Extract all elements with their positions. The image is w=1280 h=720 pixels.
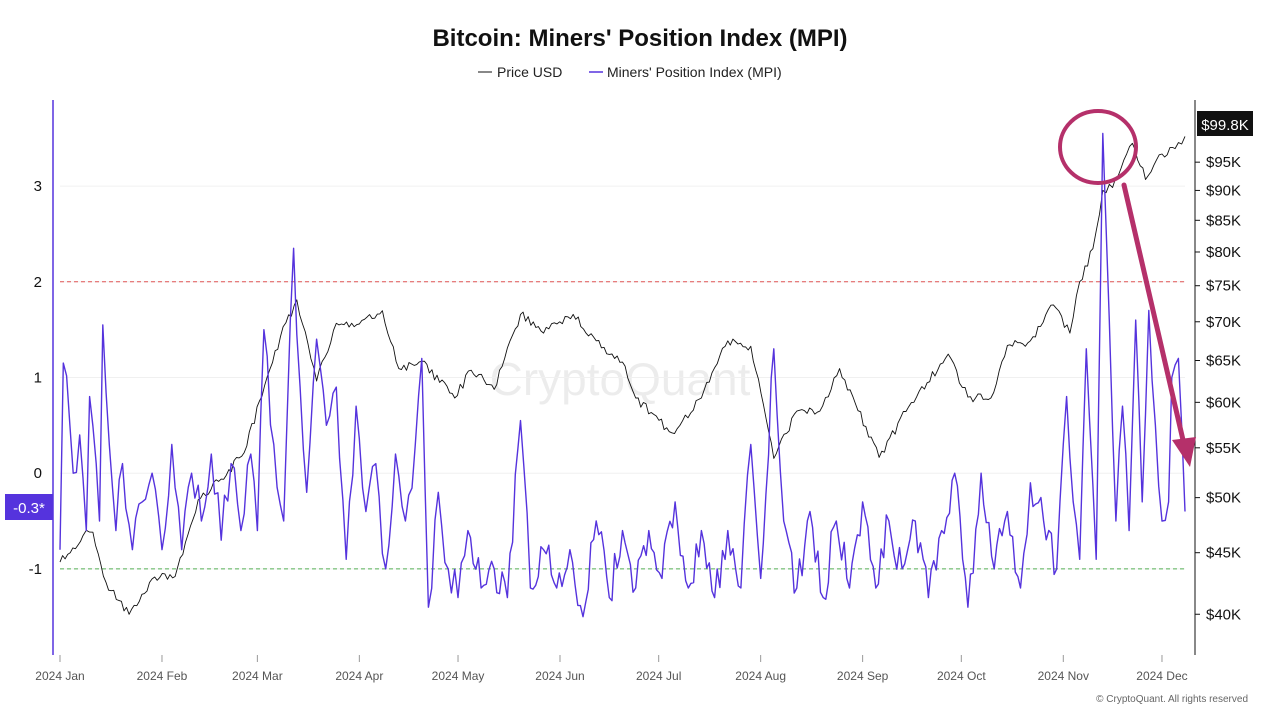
left-tick-label: 2 [34,274,42,291]
price-last-value-text: $99.8K [1201,117,1249,134]
price-usd-line [59,136,1186,615]
left-tick-label: -1 [29,561,42,578]
legend[interactable]: Price USD Miners' Position Index (MPI) [478,64,782,80]
watermark: CryptoQuant [490,353,751,405]
x-tick-label: 2024 Sep [837,669,889,683]
x-tick-label: 2024 Nov [1038,669,1089,683]
series-layer [59,132,1186,618]
right-tick-label: $75K [1206,278,1241,295]
mpi-last-value-tag: -0.3* [5,494,53,520]
left-tick-label: 0 [34,465,42,482]
x-tick-label: 2024 Feb [137,669,188,683]
mpi-line [59,132,1186,618]
left-axis-ticks: -1 0 1 2 3 [29,178,42,578]
right-tick-label: $70K [1206,314,1241,331]
reference-lines [60,281,1185,570]
right-tick-label: $60K [1206,394,1241,411]
x-tick-label: 2024 Jul [636,669,681,683]
right-tick-label: $80K [1206,244,1241,261]
right-tick-label: $90K [1206,182,1241,199]
x-tick-label: 2024 Jan [35,669,84,683]
grid [60,185,1185,570]
footer-copyright: © CryptoQuant. All rights reserved [1096,694,1248,705]
x-tick-label: 2024 Oct [937,669,986,683]
right-axis-ticks: $40K $45K $50K $55K $60K $65K $70K $75K $80K $85K… [1195,154,1241,623]
legend-price-label: Price USD [497,64,562,80]
right-tick-label: $55K [1206,440,1241,457]
legend-mpi-label: Miners' Position Index (MPI) [607,64,782,80]
left-tick-label: 3 [34,178,42,195]
price-last-value-tag: $99.8K [1197,111,1253,136]
right-tick-label: $95K [1206,154,1241,171]
right-tick-label: $45K [1206,545,1241,562]
x-tick-label: 2024 Apr [335,669,383,683]
x-tick-label: 2024 May [432,669,485,683]
right-tick-label: $40K [1206,606,1241,623]
chart-title: Bitcoin: Miners' Position Index (MPI) [432,25,847,52]
mpi-last-value-text: -0.3* [13,500,45,517]
x-tick-label: 2024 Mar [232,669,283,683]
annotation-arrow [1121,182,1196,467]
x-tick-label: 2024 Jun [535,669,584,683]
right-tick-label: $65K [1206,353,1241,370]
x-tick-label: 2024 Dec [1136,669,1187,683]
annotation-circle [1058,109,1138,185]
left-tick-label: 1 [34,370,42,387]
right-tick-label: $85K [1206,212,1241,229]
x-axis-ticks: 2024 Jan 2024 Feb 2024 Mar 2024 Apr 2024 May… [35,655,1188,683]
x-tick-label: 2024 Aug [735,669,786,683]
right-tick-label: $50K [1206,490,1241,507]
